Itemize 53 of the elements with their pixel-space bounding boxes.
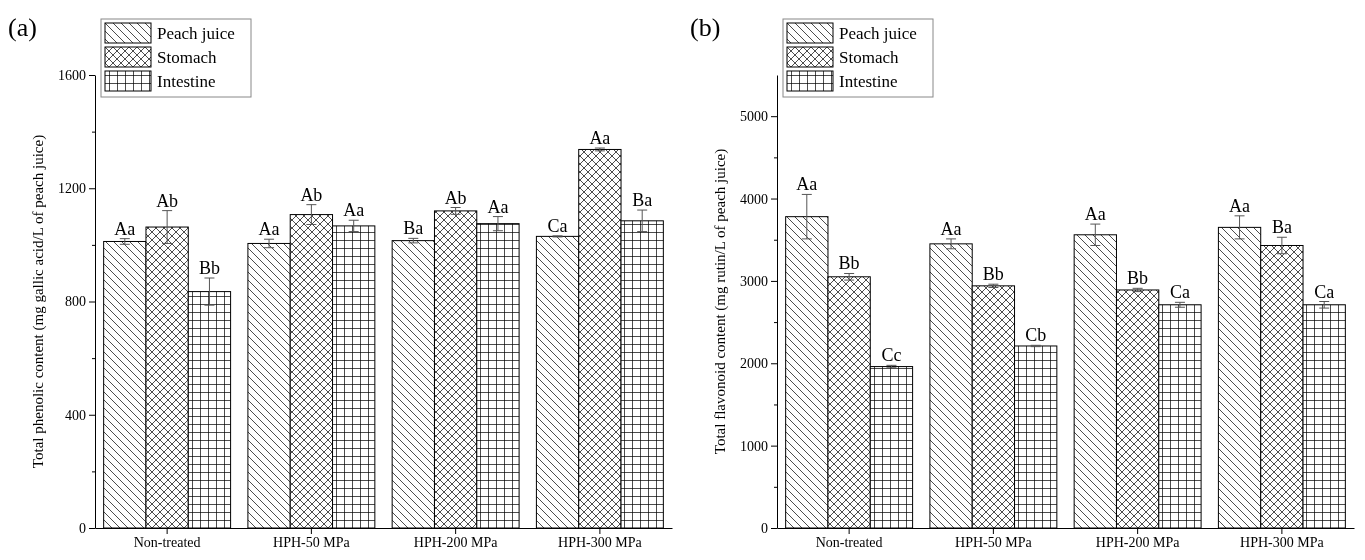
x-tick-label: HPH-300 MPa <box>1240 534 1325 550</box>
data-label: Ba <box>403 218 424 239</box>
data-label: Bb <box>1127 268 1149 289</box>
x-tick-label: HPH-300 MPa <box>558 534 643 550</box>
chart-title: (b) <box>690 13 721 42</box>
x-tick-label: HPH-200 MPa <box>1095 534 1181 550</box>
data-label: Ca <box>1169 282 1190 303</box>
data-label: Ab <box>156 190 179 211</box>
legend-label: Stomach <box>839 48 899 67</box>
legend-label: Stomach <box>157 48 217 67</box>
y-tick-label: 1600 <box>58 67 86 83</box>
data-label: Aa <box>1229 195 1251 216</box>
x-tick-label: HPH-50 MPa <box>955 534 1033 550</box>
y-tick-label: 5000 <box>740 109 768 125</box>
data-label: Ba <box>632 190 653 211</box>
y-tick-label: 400 <box>65 407 86 423</box>
data-label: Ab <box>444 187 467 208</box>
y-tick-label: 4000 <box>740 191 768 207</box>
y-tick-label: 1200 <box>58 181 86 197</box>
y-axis-title: Total flavonoid content (mg rutin/L of peach juice) <box>712 148 729 455</box>
legend-label: Intestine <box>839 72 898 91</box>
x-tick-label: HPH-200 MPa <box>413 534 499 550</box>
data-label: Bb <box>198 258 220 278</box>
data-label: Aa <box>258 219 280 240</box>
legend-label: Peach juice <box>157 24 235 43</box>
data-label: Cb <box>1025 325 1047 346</box>
y-tick-label: 1000 <box>740 438 768 454</box>
data-label: Aa <box>589 128 611 149</box>
y-tick-label: 2000 <box>740 356 768 372</box>
data-label: Ba <box>1271 217 1292 238</box>
legend-label: Intestine <box>157 72 216 91</box>
data-label: Aa <box>940 218 962 239</box>
data-label: Aa <box>114 218 136 239</box>
y-tick-label: 0 <box>761 520 768 536</box>
data-label: Ca <box>547 215 568 236</box>
data-label: Ca <box>1314 281 1335 302</box>
y-tick-label: 0 <box>79 520 86 536</box>
data-label: Aa <box>796 174 818 195</box>
data-label: Ab <box>300 184 323 205</box>
data-label: Aa <box>487 196 509 217</box>
data-label: Bb <box>838 253 860 274</box>
legend-label: Peach juice <box>839 24 917 43</box>
y-tick-label: 800 <box>65 294 86 310</box>
x-tick-label: HPH-50 MPa <box>273 534 351 550</box>
x-tick-label: Non-treated <box>133 534 201 550</box>
data-label: Aa <box>1084 204 1106 225</box>
y-axis-title: Total phenolic content (mg gallic acid/L of peach juice) <box>30 134 47 469</box>
data-label: Bb <box>982 264 1004 285</box>
chart-title: (a) <box>8 13 37 42</box>
x-tick-label: Non-treated <box>815 534 883 550</box>
y-tick-label: 3000 <box>740 273 768 289</box>
data-label: Cc <box>881 345 902 366</box>
data-label: Aa <box>343 200 365 221</box>
